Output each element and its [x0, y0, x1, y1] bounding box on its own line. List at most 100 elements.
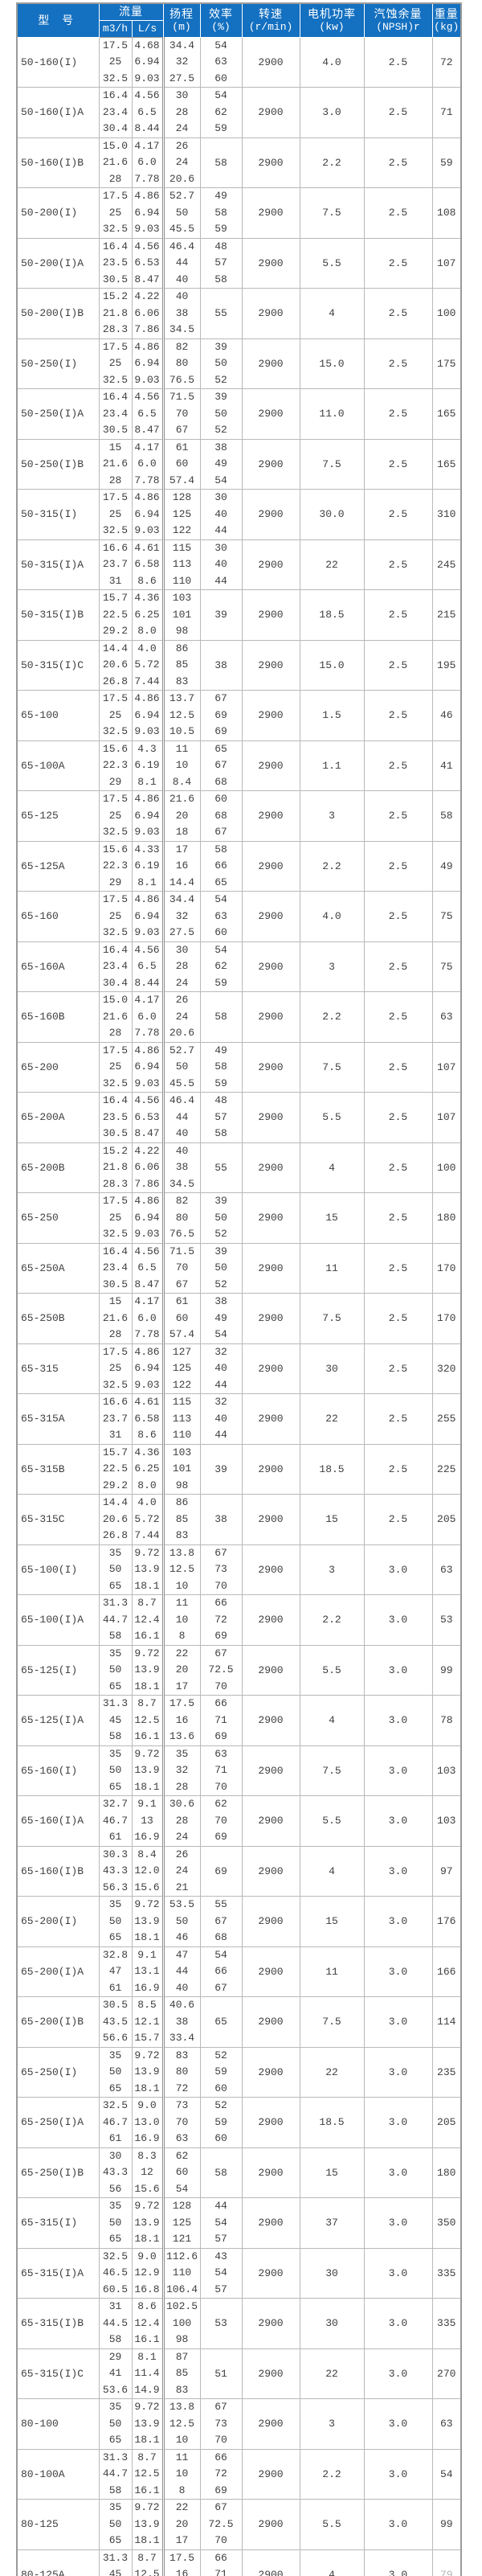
power-cell: 4 [299, 1695, 365, 1746]
value-line: 73 [214, 1563, 227, 1575]
value-line: 17.5 [102, 340, 129, 353]
value-line: 22 [175, 1647, 189, 1659]
value-line: 57 [214, 1110, 227, 1123]
value-line: 82 [175, 340, 189, 353]
speed-cell: 2900 [241, 790, 300, 842]
value-line: 54 [214, 1328, 227, 1340]
value-line: 52 [214, 424, 227, 436]
power-cell: 18.5 [299, 2097, 365, 2148]
value-line: 67 [214, 1914, 227, 1927]
value-line: 32.5 [102, 1378, 129, 1391]
weight-cell: 75 [431, 941, 462, 992]
value-line: 8.6 [137, 574, 157, 587]
value-line: 9.03 [134, 826, 160, 838]
head-cell: 82 80 76.5 [161, 338, 201, 389]
power-cell: 7.5 [299, 1041, 365, 1093]
value-line: 40 [214, 1412, 227, 1425]
flow-ls-cell: 4.3 6.19 8.1 [131, 740, 164, 791]
flow-ls-cell: 8.1 11.4 14.9 [131, 2348, 164, 2399]
power-cell: 3 [299, 1544, 365, 1595]
value-line: 52.7 [169, 1044, 195, 1056]
value-line: 65 [108, 1931, 122, 1943]
model-cell: 65-160 [16, 891, 100, 942]
value-line: 15.7 [102, 1446, 129, 1458]
value-line: 98 [175, 625, 189, 637]
value-line: 54 [214, 2216, 227, 2229]
value-line: 54 [214, 39, 227, 51]
efficiency-cell: 54 62 59 [199, 87, 243, 138]
value-line: 39 [214, 391, 227, 403]
weight-cell: 205 [431, 1494, 462, 1545]
power-cell: 22 [299, 2046, 365, 2098]
model-cell: 65-100 [16, 690, 100, 741]
speed-cell: 2900 [241, 87, 300, 138]
value-line: 6.53 [134, 1110, 160, 1123]
npsh-cell: 2.5 [363, 388, 433, 440]
value-line: 54 [214, 893, 227, 905]
value-line: 60 [214, 793, 227, 805]
flow-ls-cell: 4.86 6.94 9.03 [131, 690, 164, 741]
model-cell: 65-200A [16, 1092, 100, 1143]
power-cell: 15.0 [299, 639, 365, 691]
flow-m3h-cell: 16.4 23.4 30.4 [98, 87, 133, 138]
value-line: 31 [108, 574, 122, 587]
value-line: 26 [175, 139, 189, 152]
value-line: 67 [214, 1546, 227, 1559]
npsh-cell: 3.0 [363, 2247, 433, 2299]
value-line: 16.4 [102, 240, 129, 252]
value-line: 50 [108, 2517, 122, 2530]
flow-m3h-cell: 17.5 25 32.5 [98, 1041, 133, 1093]
power-cell: 5.5 [299, 1092, 365, 1143]
head-cell: 30 28 24 [161, 941, 201, 992]
flow-m3h-cell: 29 41 53.6 [98, 2348, 133, 2399]
value-line: 6.06 [134, 1161, 160, 1173]
weight-cell: 75 [431, 891, 462, 942]
value-line: 4.36 [134, 592, 160, 604]
value-line: 32.5 [102, 826, 129, 838]
value-line: 12.5 [134, 2467, 160, 2480]
flow-m3h-cell: 31.3 44.7 58 [98, 2448, 133, 2500]
table-row: 50-250(I)B 15 21.6 28 4.17 6.0 7.78 61 60 57.4 38 4… [16, 438, 462, 490]
model-cell: 50-200(I)B [16, 288, 100, 339]
value-line: 15.7 [134, 2032, 160, 2044]
flow-m3h-cell: 16.6 23.7 31 [98, 1393, 133, 1445]
npsh-cell: 2.5 [363, 891, 433, 942]
power-cell: 3 [299, 790, 365, 842]
weight-cell: 54 [431, 2448, 462, 2500]
value-line: 40 [175, 1981, 189, 1994]
value-line: 67 [214, 826, 227, 838]
table-row: 50-315(I)C 14.4 20.6 26.8 4.0 5.72 7.44 86 85 83 3… [16, 639, 462, 691]
npsh-cell: 2.5 [363, 137, 433, 188]
model-cell: 50-160(I)B [16, 137, 100, 188]
npsh-unit: (NPSH)r [376, 21, 420, 34]
weight-cell: 165 [431, 388, 462, 440]
npsh-cell: 2.5 [363, 539, 433, 590]
efficiency-cell: 44 54 57 [199, 2197, 243, 2249]
npsh-cell: 3.0 [363, 2398, 433, 2450]
value-line: 125 [172, 507, 192, 520]
flow-ls-cell: 8.4 12.0 15.6 [131, 1845, 164, 1897]
value-line: 6.94 [134, 357, 160, 369]
head-cell: 87 85 83 [161, 2348, 201, 2399]
value-line: 17.5 [102, 893, 129, 905]
value-line: 65 [108, 1680, 122, 1692]
value-line: 57.4 [169, 474, 195, 486]
npsh-cell: 3.0 [363, 1644, 433, 1696]
value-line: 50 [108, 2065, 122, 2078]
speed-cell: 2900 [241, 187, 300, 239]
value-line: 20.6 [169, 172, 195, 185]
value-line: 24 [175, 976, 189, 989]
efficiency-cell: 66 71 69 [199, 1695, 243, 1746]
efficiency-cell: 52 59 60 [199, 2046, 243, 2098]
value-line: 72.5 [208, 1663, 234, 1676]
value-line: 30 [175, 943, 189, 956]
value-line: 6.0 [137, 1010, 157, 1023]
npsh-cell: 2.5 [363, 288, 433, 339]
flow-ls-cell: 4.86 6.94 9.03 [131, 1343, 164, 1394]
value-line: 32.5 [102, 725, 129, 737]
value-line: 25 [108, 1060, 122, 1073]
speed-cell: 2900 [241, 1845, 300, 1897]
value-line: 17 [175, 2534, 189, 2546]
value-line: 59 [214, 976, 227, 989]
value-line: 10.5 [169, 725, 195, 737]
